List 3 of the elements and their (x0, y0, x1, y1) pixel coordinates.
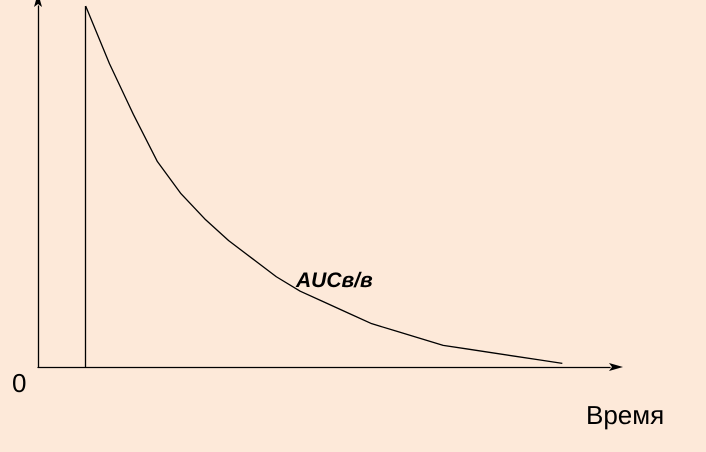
x-axis-title: Время (586, 400, 664, 430)
annotation: AUCв/в (295, 269, 374, 292)
text: 0 (12, 368, 26, 398)
